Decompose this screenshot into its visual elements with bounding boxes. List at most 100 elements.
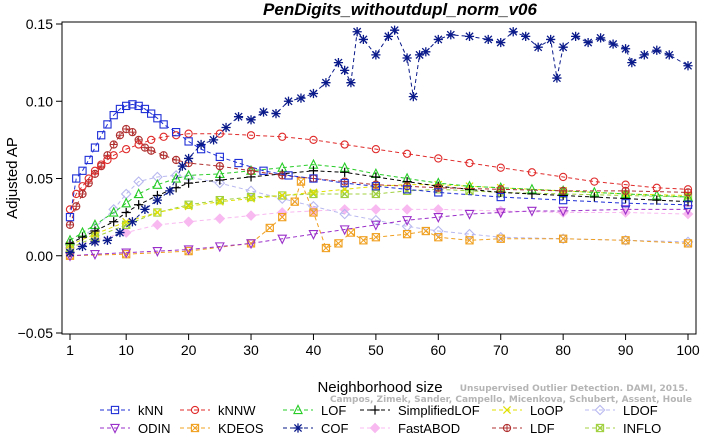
- data-point-cof: [271, 109, 281, 119]
- series-line-loop: [69, 184, 689, 246]
- data-point-cof: [596, 33, 606, 43]
- x-tick-label: 70: [493, 342, 509, 358]
- data-point-cof: [508, 27, 518, 37]
- legend-marker: [594, 404, 606, 416]
- series-line-knn: [69, 103, 689, 218]
- data-point-loop: [215, 197, 224, 206]
- data-point-cof: [533, 42, 543, 52]
- data-point-knn: [340, 178, 349, 188]
- data-point-knn: [371, 182, 381, 191]
- data-point-odin: [495, 208, 506, 219]
- data-point-cof: [383, 31, 393, 41]
- data-point-knn: [153, 114, 162, 123]
- data-point-simplifiedlof: [589, 192, 599, 202]
- x-tick-label: 80: [555, 342, 571, 358]
- legend-item-simplifiedlof: SimplifiedLOF: [360, 403, 480, 418]
- legend-item-loop: LoOP: [492, 403, 563, 418]
- data-point-cof: [583, 37, 593, 48]
- legend-label: FastABOD: [398, 421, 460, 434]
- legend-marker: [110, 423, 120, 434]
- data-point-inflo: [309, 189, 318, 199]
- data-point-ldf: [246, 166, 256, 175]
- data-point-ldf: [171, 155, 181, 165]
- legend-item-lof: LOF: [283, 403, 346, 418]
- data-point-kdeos: [559, 234, 568, 243]
- legend-label: COF: [321, 421, 349, 434]
- data-point-kdeos: [309, 208, 318, 217]
- data-point-cof: [208, 135, 219, 145]
- data-point-knn: [128, 100, 137, 109]
- data-point-knnw: [434, 154, 443, 163]
- legend-item-kdeos: KDEOS: [180, 421, 264, 434]
- data-point-odin: [526, 206, 537, 217]
- citation-watermark-line1: Unsupervised Outlier Detection. DAMI, 20…: [460, 384, 688, 394]
- data-point-cof: [77, 241, 88, 252]
- data-point-loop: [153, 208, 162, 217]
- data-point-fastabod: [370, 204, 382, 215]
- data-point-simplifiedlof: [215, 175, 225, 185]
- data-point-odin: [152, 246, 163, 257]
- legend-label: SimplifiedLOF: [398, 403, 480, 418]
- data-point-lof: [108, 206, 119, 217]
- data-point-knn: [90, 143, 100, 152]
- data-point-knn: [72, 174, 81, 183]
- data-point-kdeos: [421, 226, 430, 236]
- data-point-odin: [89, 250, 100, 261]
- data-point-cof: [333, 58, 344, 68]
- data-point-knn: [234, 158, 243, 168]
- data-point-fastabod: [152, 219, 163, 231]
- data-point-cof: [115, 227, 125, 238]
- data-point-knnw: [147, 135, 156, 145]
- data-point-knn: [103, 120, 112, 129]
- data-point-fastabod: [432, 204, 444, 215]
- data-point-knn: [259, 166, 268, 175]
- data-point-ldf: [496, 185, 505, 194]
- data-point-cof: [233, 112, 244, 122]
- series-odin: [65, 205, 693, 262]
- data-point-simplifiedlof: [652, 195, 662, 205]
- legend-marker: [370, 405, 380, 415]
- y-tick-label: 0.10: [26, 93, 53, 109]
- chart-title: PenDigits_withoutdupl_norm_v06: [263, 0, 537, 19]
- series-line-knnw: [69, 133, 689, 210]
- data-point-knnw: [496, 163, 505, 172]
- legend-item-inflo: INFLO: [585, 421, 661, 434]
- data-point-knn: [78, 166, 87, 175]
- data-point-ldof: [370, 214, 382, 226]
- data-point-knnw: [246, 131, 256, 140]
- data-point-ldf: [65, 220, 75, 229]
- x-tick-label: 20: [181, 342, 197, 358]
- data-point-simplifiedlof: [464, 184, 475, 194]
- data-point-knn: [171, 128, 181, 137]
- x-tick-label: 60: [431, 342, 447, 358]
- data-point-cof: [165, 186, 175, 196]
- data-point-odin: [121, 248, 132, 259]
- data-point-lof: [121, 197, 132, 208]
- data-point-ldof: [152, 171, 163, 183]
- data-point-kdeos: [265, 223, 274, 233]
- data-point-cof: [620, 44, 631, 54]
- data-point-knn: [184, 137, 193, 146]
- data-point-cof: [283, 96, 294, 106]
- data-point-knnw: [78, 182, 87, 191]
- data-point-kdeos: [278, 212, 287, 222]
- data-point-knnw: [103, 155, 112, 165]
- x-tick-label: 50: [368, 342, 384, 358]
- data-point-ldf: [128, 127, 137, 137]
- data-point-knn: [84, 155, 93, 165]
- legend-label: kNNW: [218, 403, 256, 418]
- data-point-odin: [620, 205, 631, 216]
- data-point-knn: [215, 152, 224, 162]
- data-point-knnw: [84, 174, 93, 183]
- data-point-knnw: [159, 132, 168, 141]
- legend-label: ODIN: [138, 421, 171, 434]
- data-point-simplifiedlof: [134, 200, 144, 210]
- data-point-lof: [133, 188, 144, 199]
- legend-item-knnw: kNNW: [180, 403, 256, 418]
- legend-marker: [293, 423, 303, 433]
- data-point-cof: [464, 31, 475, 41]
- data-point-ldf: [134, 135, 143, 145]
- data-point-knnw: [72, 189, 81, 199]
- x-tick-label: 90: [618, 342, 634, 358]
